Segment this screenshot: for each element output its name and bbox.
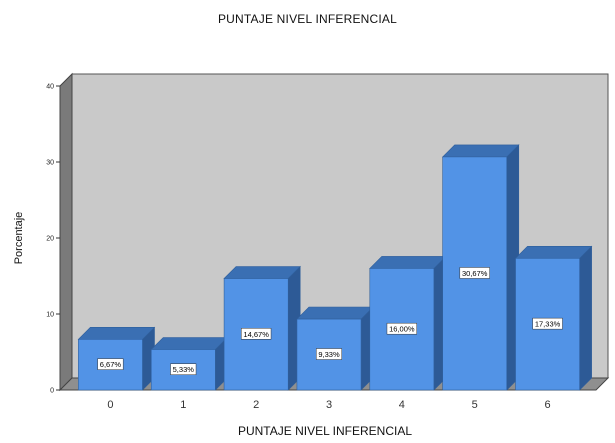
data-label: 17,33% [535, 320, 561, 329]
x-tick-label: 0 [107, 399, 113, 411]
bar-top-face [514, 245, 593, 259]
data-label-box [97, 358, 124, 370]
x-tick-label: 1 [180, 399, 186, 411]
x-tick-label: 2 [253, 399, 259, 411]
y-tick-label: 0 [50, 388, 54, 395]
y-axis-label: Porcentaje [13, 212, 25, 265]
y-tick-label: 20 [46, 236, 54, 243]
data-label: 30,67% [462, 269, 488, 278]
data-label-box [459, 267, 490, 279]
y-tick-label: 30 [46, 160, 54, 167]
x-tick-label: 3 [326, 399, 332, 411]
bars-group: 6,67% 5,33% 14,67% 9,33% 16,00% 30,67% 17,33% [77, 144, 593, 391]
data-label: 6,67% [100, 360, 122, 369]
data-label-box [170, 363, 197, 375]
data-label-box [386, 322, 418, 335]
bar-top-face [77, 327, 156, 340]
chart-title: PUNTAJE NIVEL INFERENCIAL [217, 12, 398, 26]
bar-top-face [150, 337, 229, 350]
y-axis: 0 10 20 30 40 [46, 84, 60, 395]
x-axis: 0 1 2 3 4 5 6 [107, 399, 550, 411]
bar-top-face [441, 144, 520, 158]
y-tick-label: 40 [46, 84, 54, 91]
y-tick-label: 10 [46, 312, 54, 319]
x-tick-label: 4 [399, 399, 405, 411]
bar-side-face [579, 245, 592, 391]
bar-top-face [223, 266, 301, 279]
bar-top-face [296, 306, 374, 320]
data-label: 16,00% [389, 325, 415, 334]
data-label-box [240, 328, 272, 340]
x-tick-label: 6 [545, 399, 551, 411]
x-tick-label: 5 [472, 399, 478, 411]
data-label-box [316, 348, 342, 360]
x-axis-label: PUNTAJE NIVEL INFERENCIAL [238, 424, 412, 438]
data-label: 14,67% [243, 330, 269, 339]
bar-top-face [369, 256, 447, 269]
plot-side-wall [59, 72, 73, 392]
data-label: 9,33% [318, 350, 340, 359]
data-label: 5,33% [173, 365, 195, 374]
data-label-box [532, 317, 563, 330]
